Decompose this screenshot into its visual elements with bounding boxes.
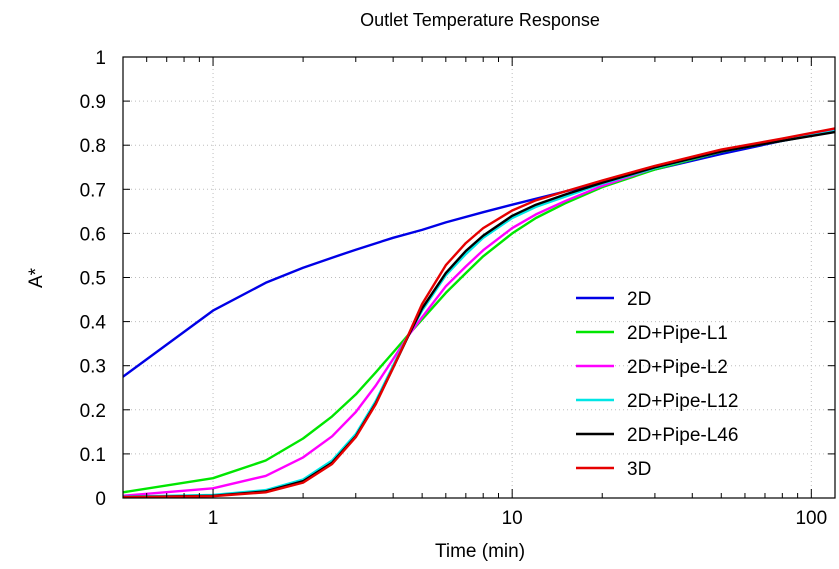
series-line-2d-pipe-l1 (123, 128, 835, 494)
y-tick-label: 0.6 (80, 224, 106, 245)
legend: 2D 2D+Pipe-L1 2D+Pipe-L2 2D+Pipe-L12 2D+Pipe… (576, 289, 738, 480)
x-tick-label: 100 (795, 508, 827, 529)
x-axis-title: Time (min) (435, 541, 525, 562)
legend-label-2d: 2D (627, 289, 651, 310)
series-lines (123, 127, 835, 498)
legend-label-2d-pipe-l1: 2D+Pipe-L1 (627, 323, 728, 344)
y-tick-label: 0.1 (80, 445, 106, 466)
legend-label-3d: 3D (627, 459, 651, 480)
legend-label-2d-pipe-l46: 2D+Pipe-L46 (627, 425, 738, 446)
chart-title: Outlet Temperature Response (360, 10, 600, 30)
y-tick-label: 0.3 (80, 357, 106, 378)
legend-label-2d-pipe-l2: 2D+Pipe-L2 (627, 357, 728, 378)
y-axis-title: A* (26, 267, 47, 288)
legend-label-2d-pipe-l12: 2D+Pipe-L12 (627, 391, 738, 412)
y-tick-label: 0.9 (80, 92, 106, 113)
x-tick-label: 10 (502, 508, 523, 529)
y-tick-label: 0.4 (80, 313, 107, 334)
y-tick-label: 0 (95, 489, 106, 510)
x-tick-label: 1 (208, 508, 219, 529)
grid (123, 57, 835, 498)
ticks: 0 0.1 0.2 0.3 0.4 0.5 0.6 0.7 0.8 0.9 1 1 10 100 (80, 48, 835, 529)
y-tick-label: 0.7 (80, 180, 106, 201)
y-tick-label: 1 (95, 48, 106, 69)
y-tick-label: 0.8 (80, 136, 106, 157)
y-tick-label: 0.2 (80, 401, 106, 422)
series-line-3d (123, 127, 835, 498)
y-tick-label: 0.5 (80, 269, 106, 290)
